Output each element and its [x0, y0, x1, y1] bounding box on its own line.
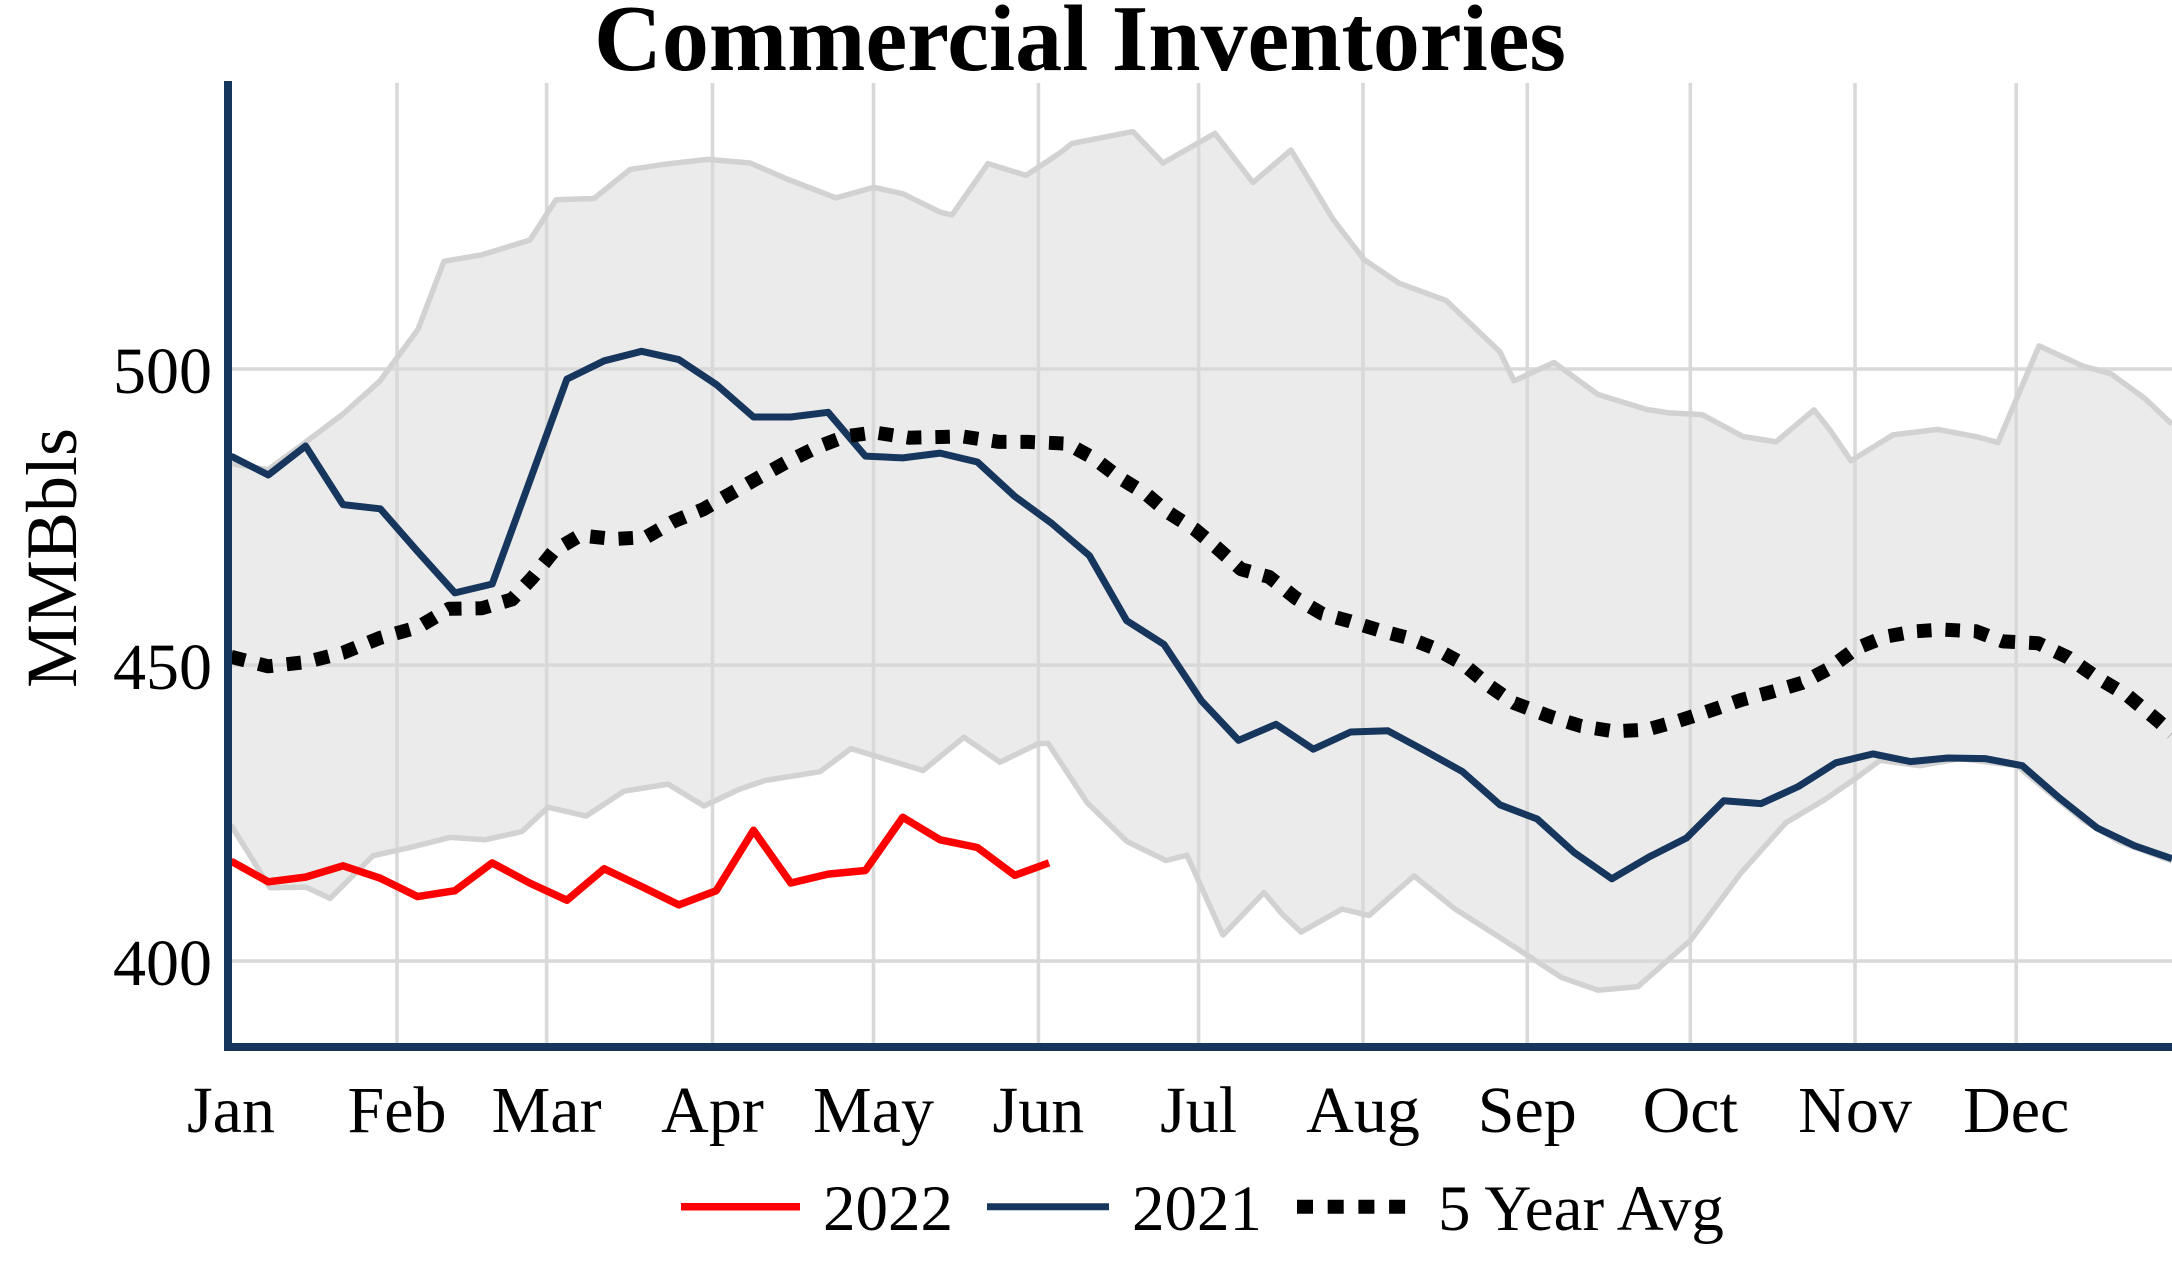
svg-text:400: 400: [113, 927, 212, 1000]
svg-text:Nov: Nov: [1798, 1074, 1912, 1147]
svg-text:Dec: Dec: [1963, 1074, 2069, 1147]
svg-text:450: 450: [113, 631, 212, 704]
svg-text:2022: 2022: [823, 1173, 953, 1245]
svg-text:Jun: Jun: [993, 1074, 1085, 1147]
svg-text:5 Year Avg: 5 Year Avg: [1438, 1173, 1724, 1245]
svg-text:2021: 2021: [1132, 1173, 1262, 1245]
svg-text:Jul: Jul: [1160, 1074, 1237, 1147]
svg-text:Aug: Aug: [1306, 1074, 1420, 1147]
svg-text:MMBbls: MMBbls: [12, 428, 92, 688]
svg-text:Commercial Inventories: Commercial Inventories: [594, 0, 1566, 91]
svg-text:Oct: Oct: [1643, 1074, 1738, 1147]
svg-text:Jan: Jan: [187, 1074, 275, 1147]
svg-text:500: 500: [113, 335, 212, 408]
svg-text:Apr: Apr: [661, 1074, 764, 1147]
svg-text:Mar: Mar: [492, 1074, 602, 1147]
svg-text:May: May: [813, 1074, 934, 1147]
svg-text:Sep: Sep: [1478, 1074, 1577, 1147]
svg-text:Feb: Feb: [348, 1074, 447, 1147]
